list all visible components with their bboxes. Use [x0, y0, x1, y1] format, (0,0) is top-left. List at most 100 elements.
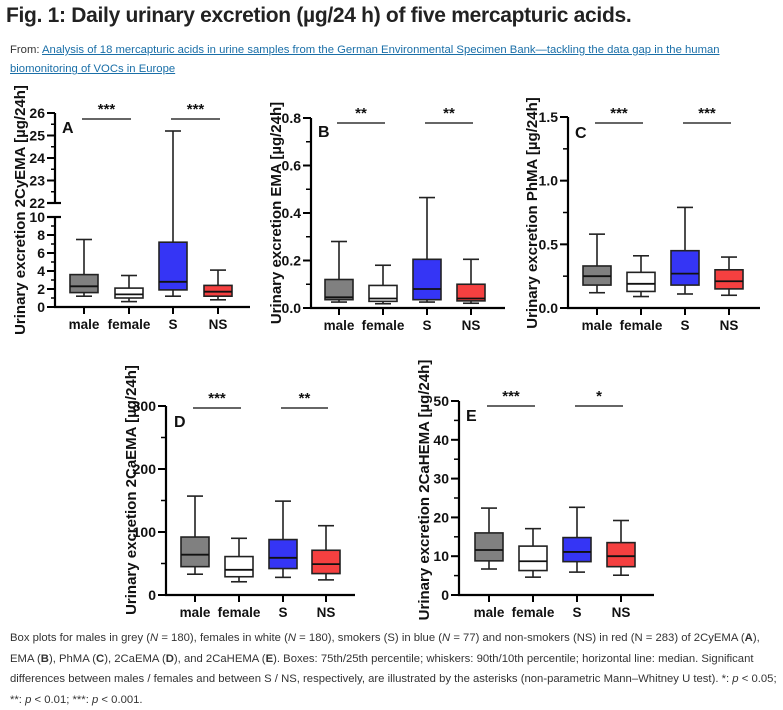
- box-iqr: [412, 258, 442, 301]
- caption-text-run: C: [96, 652, 105, 665]
- x-tick-label-female: female: [362, 318, 405, 333]
- y-tick-label: 0.6: [282, 158, 302, 174]
- chart-panel-e: 0 10 20 30 40 50 male female S NS Urinary excretio…: [416, 360, 654, 621]
- y-tick-label: 23: [29, 173, 45, 189]
- x-tick-label-male: male: [324, 318, 355, 333]
- caption-text-run: < 0.01; ***:: [31, 693, 92, 706]
- caption-text-run: ), and 2CaHEMA (: [173, 652, 266, 665]
- x-tick-label-ns: NS: [209, 317, 228, 332]
- panel-letter: B: [318, 124, 330, 141]
- significance-label: ***: [502, 388, 520, 405]
- box-iqr: [311, 549, 341, 575]
- caption-text-run: ), PhMA (: [48, 652, 97, 665]
- source-line: From: Analysis of 18 mercapturic acids i…: [10, 41, 775, 79]
- box-female: [368, 264, 398, 305]
- x-tick-label-s: S: [572, 605, 581, 620]
- box-iqr: [626, 271, 656, 293]
- caption-text-run: A: [744, 632, 753, 644]
- box-iqr: [670, 249, 700, 286]
- significance-label: ***: [610, 105, 628, 122]
- y-tick-label: 1.0: [539, 173, 559, 189]
- x-tick-label-ns: NS: [612, 605, 631, 620]
- box-s: [412, 196, 442, 303]
- x-tick-label-female: female: [620, 318, 663, 333]
- y-tick-label: 0: [148, 587, 156, 603]
- box-s: [268, 500, 298, 579]
- y-tick-label: 24: [29, 150, 45, 166]
- y-tick-label: 0: [37, 299, 45, 315]
- chart-panel-d: 0 100 200 300 male female S NS Urinary excretion…: [123, 365, 355, 620]
- box-female: [518, 527, 548, 578]
- box-ns: [606, 519, 636, 577]
- y-tick-label: 0.0: [282, 300, 302, 316]
- caption-text-run: B: [40, 652, 49, 665]
- caption-text-run: ), 2CaEMA (: [104, 652, 166, 665]
- x-tick-label-female: female: [108, 317, 151, 332]
- y-axis-label: Urinary excretion 2CaEMA [µg/24h]: [123, 365, 140, 615]
- box-iqr: [158, 241, 188, 291]
- y-axis-label: Urinary excretion 2CyEMA [µg/24h]: [12, 85, 29, 335]
- x-tick-label-ns: NS: [720, 318, 739, 333]
- y-axis-label: Urinary excretion 2CaHEMA [µg/24h]: [416, 360, 433, 621]
- box-s: [670, 206, 700, 295]
- significance-label: **: [299, 390, 311, 407]
- y-tick-label: 22: [29, 195, 45, 211]
- caption-text-run: = 77) and non-smokers (NS) in red (N = 2…: [450, 632, 745, 644]
- panel-letter: E: [466, 408, 477, 425]
- y-axis-label: Urinary excretion EMA [µg/24h]: [268, 102, 285, 324]
- caption-text-run: < 0.001.: [98, 693, 143, 706]
- significance-label: **: [355, 105, 367, 122]
- source-article-link[interactable]: Analysis of 18 mercapturic acids in urin…: [10, 44, 720, 75]
- y-tick-label: 10: [433, 548, 449, 564]
- box-iqr: [324, 278, 354, 301]
- y-tick-label: 100: [133, 524, 157, 540]
- x-tick-label-ns: NS: [462, 318, 481, 333]
- x-tick-label-s: S: [422, 318, 431, 333]
- x-tick-label-s: S: [168, 317, 177, 332]
- figure-caption: Box plots for males in grey (N = 180), f…: [10, 628, 778, 710]
- box-iqr: [606, 541, 636, 568]
- significance-label: ***: [187, 101, 205, 118]
- significance-label: *: [596, 388, 602, 405]
- x-tick-label-male: male: [474, 605, 505, 620]
- x-tick-label-s: S: [680, 318, 689, 333]
- caption-text-run: Box plots for males in grey (: [10, 632, 151, 644]
- caption-text-run: N: [287, 632, 297, 644]
- significance-label: ***: [698, 105, 716, 122]
- x-tick-label-male: male: [69, 317, 100, 332]
- significance-label: ***: [98, 101, 116, 118]
- box-iqr: [518, 545, 548, 572]
- significance-label: **: [443, 105, 455, 122]
- box-male: [582, 233, 612, 294]
- y-tick-label: 300: [133, 398, 157, 414]
- box-male: [324, 240, 354, 303]
- y-tick-label: 0.0: [539, 300, 559, 316]
- box-iqr: [203, 284, 233, 297]
- box-iqr: [562, 536, 592, 563]
- x-tick-label-female: female: [218, 605, 261, 620]
- y-tick-label: 0.4: [282, 205, 302, 221]
- caption-text-run: E: [265, 652, 274, 665]
- y-tick-label: 26: [29, 105, 45, 121]
- box-iqr: [474, 532, 504, 562]
- box-iqr: [456, 283, 486, 302]
- y-tick-label: 8: [37, 227, 45, 243]
- caption-text-run: ). Boxes: 75th/25th percentile; whiskers…: [10, 652, 754, 686]
- box-ns: [203, 269, 233, 301]
- source-prefix: From:: [10, 44, 43, 56]
- x-tick-label-female: female: [512, 605, 555, 620]
- box-male: [69, 238, 99, 298]
- box-iqr: [69, 273, 99, 294]
- caption-text-run: N: [442, 632, 451, 644]
- panel-letter: A: [62, 120, 74, 137]
- y-tick-label: 20: [433, 509, 449, 525]
- y-tick-label: 200: [133, 461, 157, 477]
- y-tick-label: 4: [37, 263, 45, 279]
- box-female: [114, 274, 144, 303]
- y-tick-label: 50: [433, 393, 449, 409]
- box-iqr: [224, 555, 254, 578]
- y-tick-label: 6: [37, 245, 45, 261]
- y-tick-label: 2: [37, 281, 45, 297]
